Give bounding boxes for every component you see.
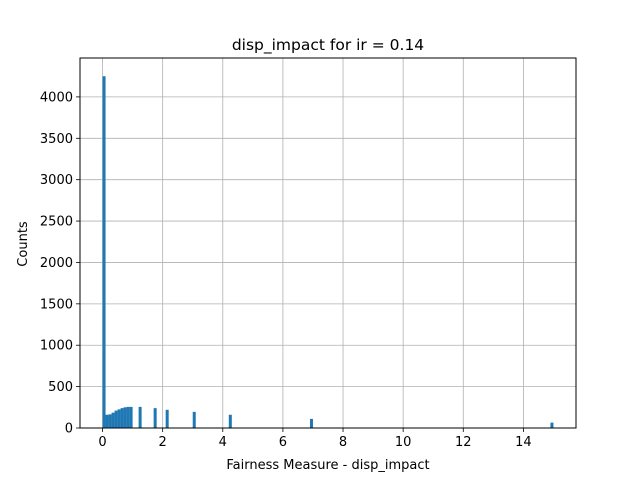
y-tick-label: 1500	[40, 297, 73, 312]
histogram-bar	[108, 414, 112, 428]
histogram-bar	[117, 409, 121, 428]
y-tick-label: 1000	[40, 339, 73, 354]
x-tick-label: 6	[279, 435, 287, 450]
x-tick-label: 12	[455, 435, 472, 450]
x-tick-label: 4	[219, 435, 227, 450]
histogram-bar	[192, 411, 196, 428]
histogram-bar	[309, 418, 313, 428]
x-tick-label: 8	[339, 435, 347, 450]
histogram-bar	[123, 407, 127, 428]
y-axis-ticks: 0 500 1000 1500 2000 2500 3000 3500 4000	[40, 90, 80, 437]
plot-area-frame	[79, 57, 577, 429]
y-tick-label: 2000	[40, 256, 73, 271]
y-axis-title: Counts	[16, 221, 31, 267]
x-axis-title: Fairness Measure - disp_impact	[226, 458, 429, 473]
histogram-bar	[138, 406, 142, 428]
x-tick-label: 14	[515, 435, 532, 450]
x-axis-ticks: 0 2 4 6 8 10 12 14	[98, 428, 532, 450]
y-tick-label: 500	[48, 380, 73, 395]
chart-title: disp_impact for ir = 0.14	[232, 36, 424, 55]
grid-lines	[80, 58, 576, 429]
y-tick-label: 0	[65, 422, 73, 437]
histogram-bar	[129, 406, 133, 428]
histogram-bar	[114, 410, 118, 428]
histogram-bar	[105, 414, 109, 428]
histogram-bar	[120, 408, 124, 428]
histogram-bar	[111, 412, 115, 428]
histogram-bar	[153, 408, 157, 428]
y-tick-label: 3000	[40, 173, 73, 188]
x-tick-label: 0	[98, 435, 106, 450]
histogram-bar	[126, 406, 130, 428]
histogram-bars	[102, 76, 554, 428]
y-tick-label: 4000	[40, 90, 73, 105]
y-tick-label: 3500	[40, 132, 73, 147]
histogram-bar	[228, 414, 232, 428]
x-tick-label: 10	[395, 435, 412, 450]
histogram-bar	[550, 422, 554, 428]
histogram-bar	[102, 76, 106, 428]
histogram-bar	[165, 409, 169, 428]
y-tick-label: 2500	[40, 215, 73, 230]
x-tick-label: 2	[159, 435, 167, 450]
